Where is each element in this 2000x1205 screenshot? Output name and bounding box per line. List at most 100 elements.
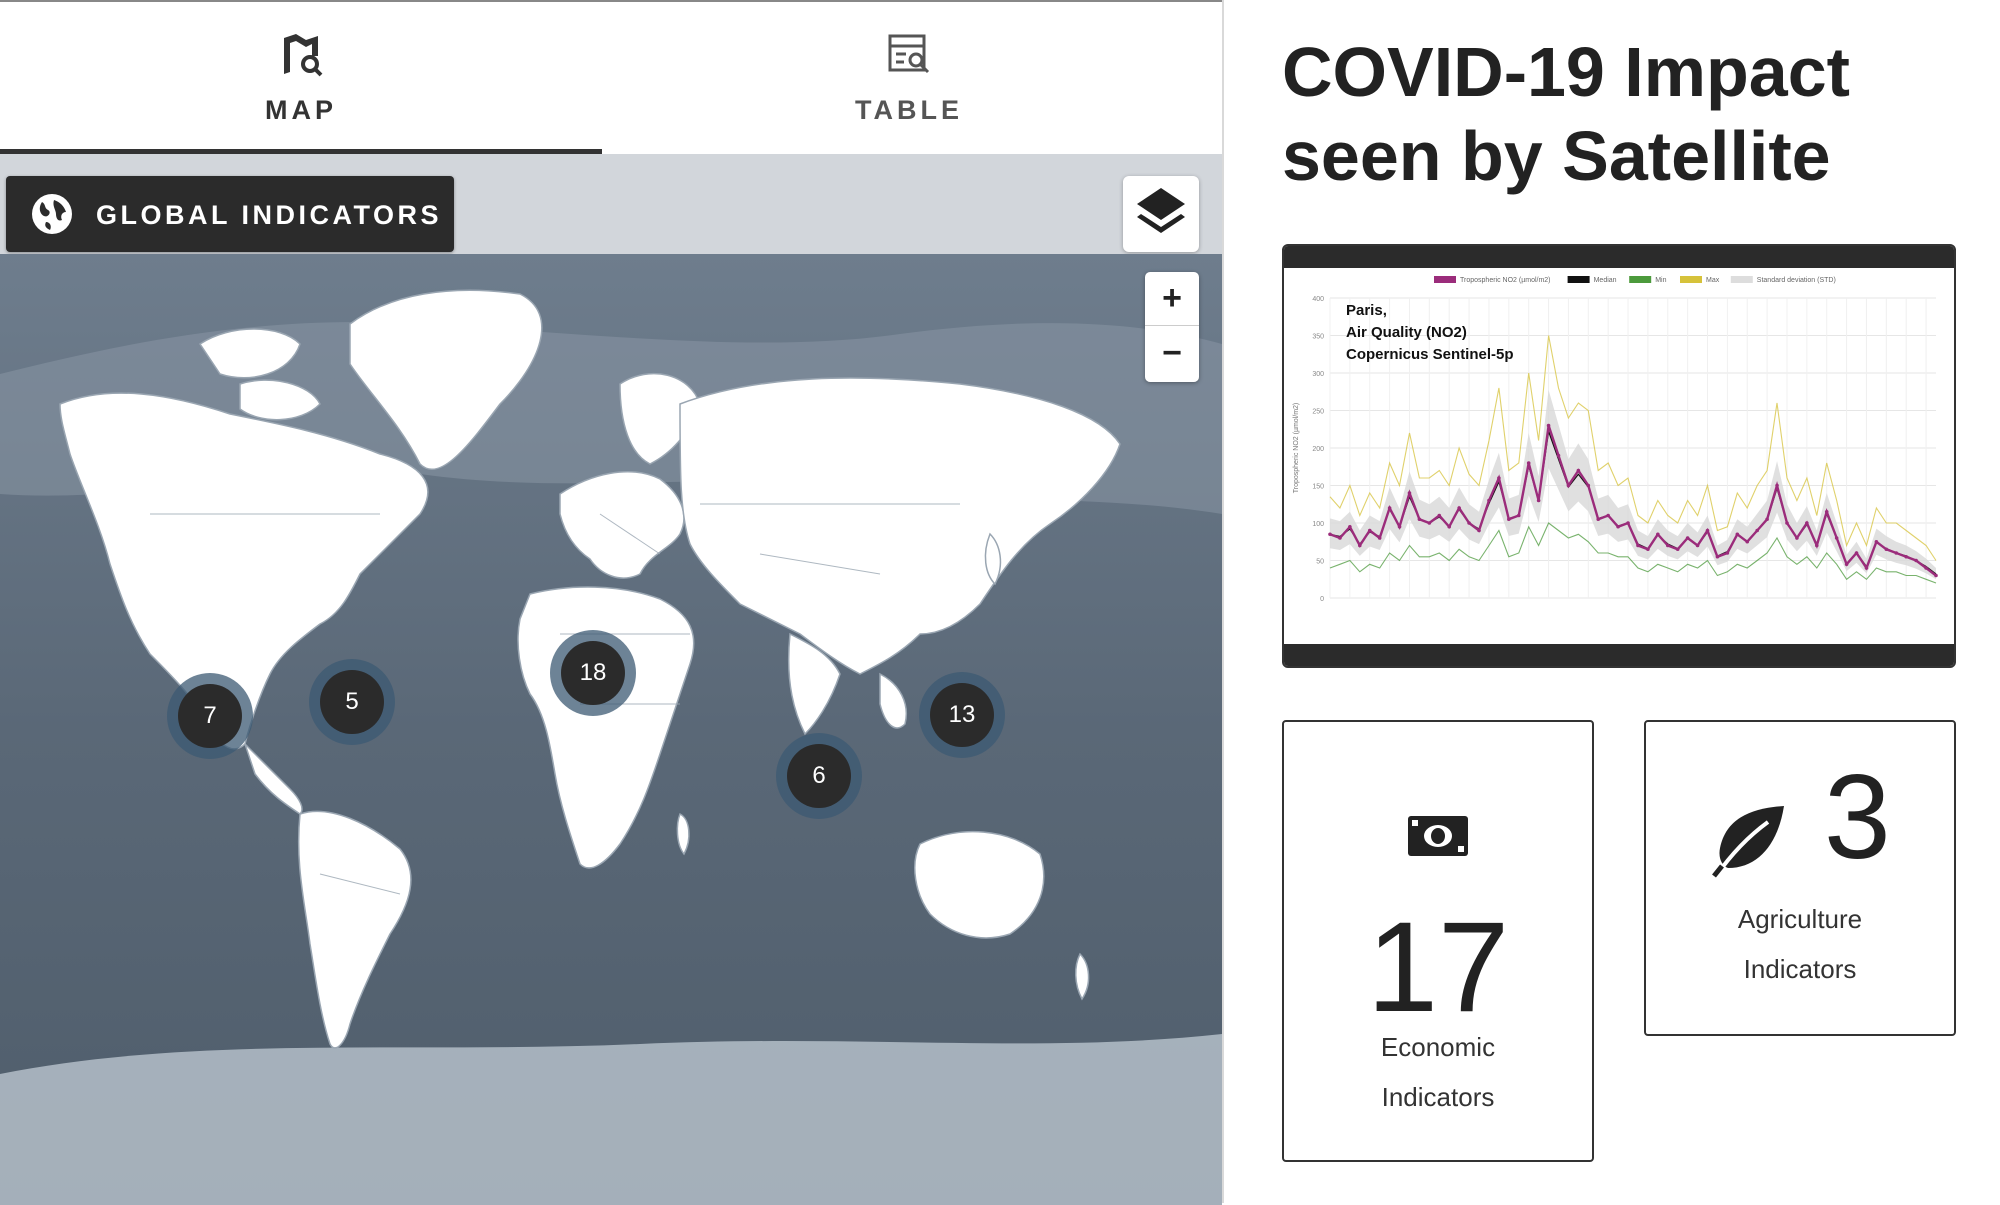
series-point <box>1457 506 1461 510</box>
series-point <box>1755 528 1759 533</box>
series-point <box>1636 543 1640 548</box>
series-point <box>1616 524 1620 529</box>
chart-series <box>1328 335 1938 584</box>
series-point <box>1536 498 1541 503</box>
layers-button[interactable] <box>1123 176 1199 252</box>
annotation-line: Paris, <box>1346 302 1387 319</box>
tab-table[interactable]: TABLE <box>608 2 1210 154</box>
world-map[interactable]: + − 7 5 18 6 13 <box>0 254 1222 1205</box>
agriculture-label: Agriculture <box>1737 904 1863 934</box>
series-point <box>1596 517 1601 522</box>
y-tick-label: 200 <box>1312 446 1324 453</box>
cluster-marker[interactable]: 7 <box>167 673 253 759</box>
series-point <box>1497 476 1501 480</box>
series-point <box>1377 536 1382 540</box>
series-point <box>1556 453 1561 458</box>
series-point <box>1626 521 1630 525</box>
chart-annotation: Paris, Air Quality (NO2) Copernicus Sent… <box>1346 302 1514 363</box>
series-point <box>1685 536 1690 540</box>
agriculture-label-suffix: Indicators <box>1743 954 1857 984</box>
std-band <box>1330 389 1936 580</box>
chart-card-top-bar <box>1284 246 1954 268</box>
y-tick-label: 50 <box>1316 559 1324 566</box>
series-point <box>1785 521 1789 525</box>
global-indicators-button[interactable]: GLOBAL INDICATORS <box>6 176 454 252</box>
series-point <box>1338 536 1342 540</box>
series-point <box>1874 539 1879 544</box>
series-point <box>1864 566 1869 570</box>
series-point <box>1715 554 1720 559</box>
series-point <box>1358 543 1362 548</box>
tab-map[interactable]: MAP <box>0 2 602 154</box>
legend-label: Standard deviation (STD) <box>1757 277 1836 284</box>
std-area <box>1330 389 1936 580</box>
cluster-count: 5 <box>320 670 384 734</box>
series-point <box>1387 506 1392 510</box>
chart-y-ticks: 0 50 100 150 200 250 300 350 400 <box>1312 296 1324 603</box>
legend-swatch <box>1680 276 1702 283</box>
info-panel: COVID-19 Impact seen by Satellite Tropos… <box>1224 0 2000 1203</box>
map-toolbar: GLOBAL INDICATORS <box>0 154 1222 254</box>
series-point <box>1348 524 1352 529</box>
chart-legend: Tropospheric NO2 (µmol/m2) Median Min Max St… <box>1434 276 1836 284</box>
legend-label: Tropospheric NO2 (µmol/m2) <box>1460 277 1551 284</box>
legend-swatch <box>1629 276 1652 283</box>
map-panel: MAP TABLE GLOBAL INDICATORS <box>0 0 1222 1205</box>
table-search-icon <box>888 34 930 74</box>
legend-swatch <box>1434 276 1456 283</box>
series-point <box>1407 491 1412 495</box>
cluster-count: 18 <box>561 641 625 705</box>
economic-label-suffix: Indicators <box>1381 1082 1495 1112</box>
layers-icon <box>1137 188 1185 233</box>
series-point <box>1586 483 1591 488</box>
legend-swatch <box>1730 276 1753 283</box>
money-icon <box>1408 816 1468 856</box>
series-point <box>1814 543 1819 548</box>
series-point <box>1656 532 1660 537</box>
series-point <box>1516 513 1521 518</box>
cluster-marker[interactable]: 18 <box>550 630 636 716</box>
world-map-graphic <box>0 254 1222 1205</box>
chart-y-axis-label: Tropospheric NO2 (µmol/m2) <box>1293 403 1300 494</box>
series-point <box>1735 532 1740 537</box>
page-title: COVID-19 Impact seen by Satellite <box>1282 33 1850 195</box>
series-line <box>1329 522 1937 584</box>
economic-indicators-card[interactable]: 17 Economic Indicators <box>1282 720 1594 1162</box>
series-point <box>1934 573 1938 578</box>
economic-label: Economic <box>1380 1032 1496 1062</box>
series-point <box>1795 536 1799 540</box>
series-point <box>1695 543 1700 548</box>
series-point <box>1437 513 1442 518</box>
cluster-marker[interactable]: 13 <box>919 672 1005 758</box>
zoom-out-button[interactable]: − <box>1162 334 1182 372</box>
series-point <box>1646 547 1650 552</box>
map-search-icon <box>284 34 323 77</box>
chart-card-bottom-bar <box>1284 644 1954 666</box>
agriculture-indicators-card[interactable]: 3 Agriculture Indicators <box>1644 720 1956 1036</box>
series-point <box>1854 551 1859 555</box>
y-tick-label: 100 <box>1312 521 1324 528</box>
zoom-in-button[interactable]: + <box>1145 272 1199 326</box>
legend-label: Max <box>1706 277 1720 284</box>
global-indicators-label: GLOBAL INDICATORS <box>96 200 443 230</box>
cluster-count: 13 <box>930 683 994 747</box>
series-point <box>1884 547 1889 552</box>
series-point <box>1844 562 1849 567</box>
legend-label: Min <box>1655 277 1666 284</box>
agriculture-count: 3 <box>1824 750 1891 884</box>
series-point <box>1427 521 1432 525</box>
series-point <box>1924 566 1928 570</box>
panel-divider <box>1222 0 1224 1203</box>
series-point <box>1447 524 1452 529</box>
cluster-marker[interactable]: 6 <box>776 733 862 819</box>
series-point <box>1367 528 1372 533</box>
series-point <box>1914 558 1918 563</box>
series-point <box>1487 498 1491 503</box>
y-tick-label: 150 <box>1312 484 1324 491</box>
featured-chart-card[interactable]: Tropospheric NO2 (µmol/m2) Median Min Max St… <box>1282 244 1956 668</box>
series-point <box>1904 554 1908 559</box>
series-point <box>1665 543 1670 548</box>
cluster-count: 6 <box>787 744 851 808</box>
cluster-marker[interactable]: 5 <box>309 659 395 745</box>
tab-map-label: MAP <box>265 95 337 125</box>
